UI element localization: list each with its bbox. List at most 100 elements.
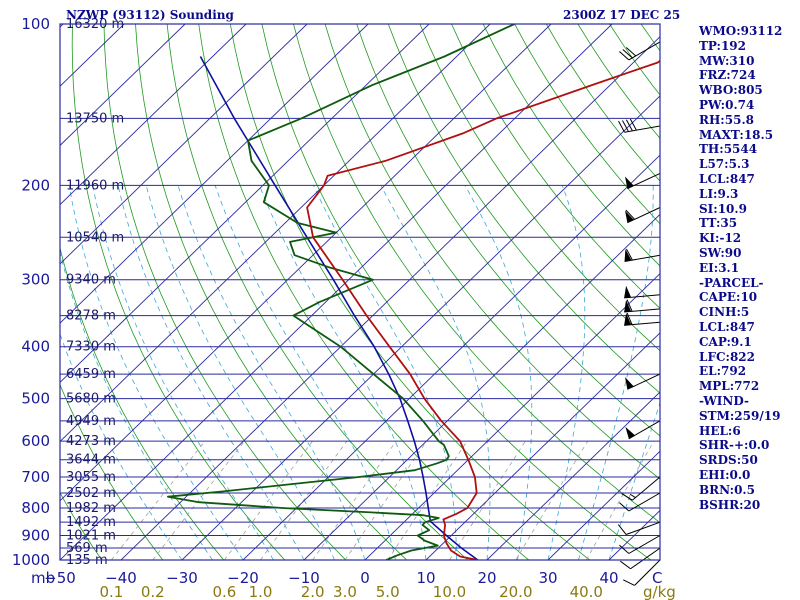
pressure-label: 600	[21, 432, 50, 450]
mb-unit-label: mb	[31, 569, 55, 587]
isotherm	[486, 391, 660, 560]
wind-barb	[617, 521, 661, 535]
wind-barb	[621, 476, 661, 501]
index-item: WBO:805	[699, 83, 763, 98]
index-item: STM:259/19	[699, 408, 781, 423]
index-item: PW:0.74	[699, 97, 755, 112]
moist-adiabat	[259, 185, 427, 560]
height-label: 5680 m	[66, 392, 116, 407]
isotherm	[60, 24, 613, 560]
wind-barb	[623, 559, 661, 586]
wind-barb	[624, 299, 661, 313]
index-item: EL:792	[699, 364, 747, 379]
isotherm	[303, 213, 660, 560]
index-item: -PARCEL-	[699, 275, 764, 290]
temperature-tick-label: −10	[288, 569, 320, 587]
height-label: 8278 m	[66, 309, 116, 324]
pressure-label: 400	[21, 338, 50, 356]
isotherm	[181, 95, 660, 560]
index-item: LCL:847	[699, 171, 755, 186]
index-item: L57:5.3	[699, 157, 750, 172]
temperature-tick-label: 0	[360, 569, 370, 587]
mixing-ratio-label: 0.6	[212, 583, 236, 600]
index-item: CAP:9.1	[699, 334, 752, 349]
isotherm	[60, 24, 552, 502]
isotherm	[425, 332, 660, 560]
index-item: SW:90	[699, 245, 742, 260]
mixing-ratio-label: 0.1	[99, 583, 123, 600]
wind-barb	[624, 248, 661, 262]
index-item: CINH:5	[699, 305, 750, 320]
height-label: 1492 m	[66, 515, 116, 530]
height-label: 4273 m	[66, 434, 116, 449]
isotherm	[60, 24, 247, 206]
station-title: NZWP (93112) Sounding	[66, 8, 234, 22]
temperature-tick-label: 30	[538, 569, 557, 587]
mixing-ratio-label: 0.2	[141, 583, 165, 600]
wind-barb	[625, 420, 661, 440]
index-item: EI:3.1	[699, 260, 740, 275]
isotherm	[120, 36, 660, 560]
index-item: SHR-+:0.0	[699, 438, 770, 453]
pressure-label: 100	[21, 15, 50, 33]
isotherm	[60, 24, 186, 147]
index-item: SRDS:50	[699, 453, 758, 468]
wind-barb	[619, 41, 661, 61]
pressure-label: 500	[21, 390, 50, 408]
height-label: 1982 m	[66, 501, 116, 516]
temperature-tick-label: −20	[227, 569, 259, 587]
isotherm	[364, 272, 660, 560]
mixing-ratio-label: 10.0	[433, 583, 466, 600]
temperature-tick-label: 10	[416, 569, 435, 587]
index-item: LI:9.3	[699, 186, 739, 201]
height-label: 2502 m	[66, 486, 116, 501]
celsius-label: C	[652, 569, 662, 587]
index-item: KI:-12	[699, 231, 742, 246]
isotherm	[547, 450, 660, 560]
height-label: 4949 m	[66, 414, 116, 429]
height-label: 10540 m	[66, 230, 124, 245]
wind-barb	[625, 207, 661, 224]
temperature-tick-label: −40	[105, 569, 137, 587]
index-item: BRN:0.5	[699, 482, 755, 497]
wind-barb	[620, 547, 661, 570]
index-item: BSHR:20	[699, 497, 761, 512]
height-label: 11960 m	[66, 178, 124, 193]
mixing-ratio-unit: g/kg	[643, 583, 676, 600]
isotherm	[60, 24, 430, 383]
isotherm	[60, 24, 491, 443]
isotherm	[60, 24, 369, 324]
pressure-label: 800	[21, 499, 50, 517]
mixing-ratio-label: 20.0	[499, 583, 532, 600]
moist-adiabat	[177, 185, 366, 560]
height-label: 7330 m	[66, 340, 116, 355]
index-item: RH:55.8	[699, 112, 754, 127]
sounding-profiles	[166, 24, 660, 560]
index-item: MW:310	[699, 53, 755, 68]
pressure-label: 200	[21, 176, 50, 194]
pressure-label: 700	[21, 468, 50, 486]
wind-barb	[618, 118, 661, 133]
index-item: TT:35	[699, 216, 738, 231]
pressure-label: 900	[21, 526, 50, 544]
pressure-label: 1000	[12, 551, 50, 569]
mixing-ratio-label: 3.0	[333, 583, 357, 600]
index-item: WMO:93112	[699, 24, 783, 38]
stability-indices: WMO:93112 TP:192 MW:310 FRZ:724 WBO:805 PW:0.…	[699, 24, 782, 512]
isotherm	[60, 24, 308, 265]
wind-barb	[625, 172, 661, 190]
index-item: MAXT:18.5	[699, 127, 774, 142]
temperature-tick-label: −50	[44, 569, 76, 587]
wind-barb	[619, 535, 661, 554]
temperature-tick-label: 20	[477, 569, 496, 587]
index-item: SI:10.9	[699, 201, 747, 216]
valid-time: 2300Z 17 DEC 25	[563, 8, 681, 22]
mixing-ratio-line	[312, 440, 397, 560]
index-item: LCL:847	[699, 319, 755, 334]
temperature-tick-label: −30	[166, 569, 198, 587]
moist-adiabat	[60, 332, 183, 560]
index-item: HEL:6	[699, 423, 741, 438]
index-item: TH:5544	[699, 142, 758, 157]
height-label: 1021 m	[66, 528, 116, 543]
